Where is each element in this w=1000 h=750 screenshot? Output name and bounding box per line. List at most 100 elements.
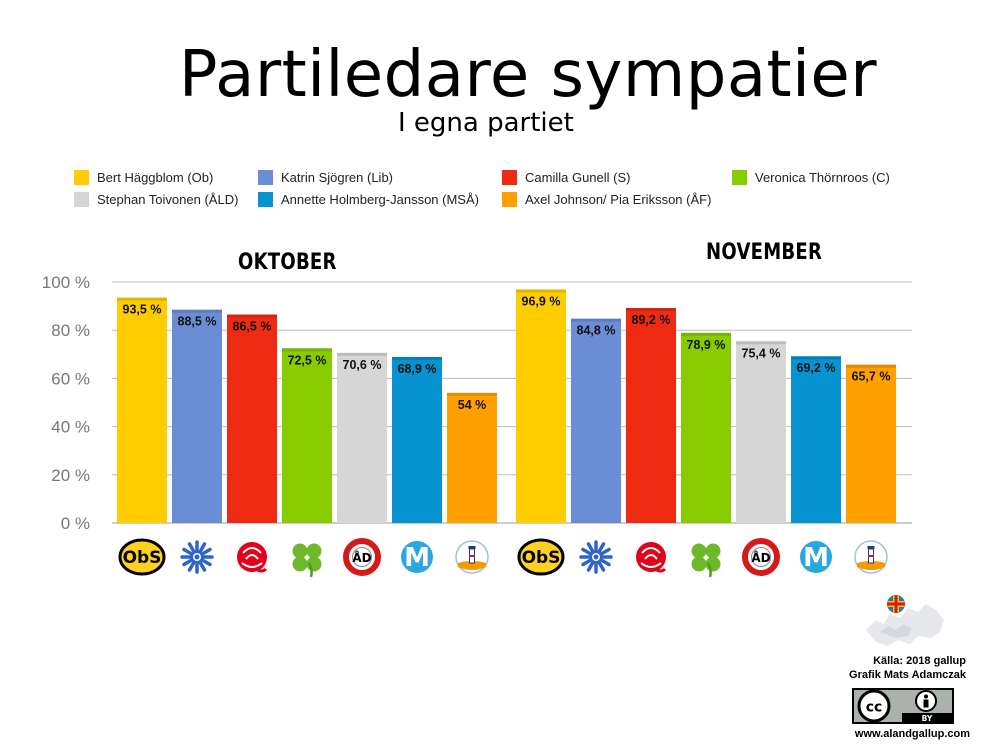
snowflake-logo-icon — [579, 540, 613, 574]
clover-logo-icon — [292, 543, 322, 578]
bar — [681, 332, 731, 523]
lifebuoy-ald-logo-icon: ÅD — [742, 538, 780, 576]
bar — [846, 364, 896, 523]
bar — [282, 348, 332, 523]
bar — [447, 392, 497, 523]
by-text: BY — [922, 714, 933, 723]
legend-label: Katrin Sjögren (Lib) — [281, 170, 393, 185]
legend-swatch — [258, 192, 273, 207]
cc-text: cc — [866, 700, 883, 716]
m-logo-text: M — [803, 543, 829, 573]
obs-logo-icon: ObS — [517, 538, 565, 576]
ald-logo-text: ÅD — [352, 550, 371, 565]
legend-item: Annette Holmberg-Jansson (MSÅ) — [258, 192, 479, 207]
data-label: 84,8 % — [577, 324, 616, 338]
group-label-november: NOVEMBER — [706, 240, 823, 265]
clover-logo-icon — [691, 543, 721, 578]
y-tick-label: 0 % — [61, 514, 90, 533]
bar-top-shade — [791, 356, 841, 360]
data-label: 54 % — [458, 398, 487, 412]
bar-top-shade — [117, 297, 167, 301]
obs-logo-icon: ObS — [118, 538, 166, 576]
bar-top-shade — [571, 318, 621, 322]
bar — [337, 352, 387, 523]
legend-label: Veronica Thörnroos (C) — [755, 170, 890, 185]
legend-swatch — [74, 192, 89, 207]
aland-map-icon — [866, 595, 944, 646]
bar-top-shade — [227, 314, 277, 318]
data-label: 96,9 % — [522, 294, 561, 308]
bar — [117, 297, 167, 523]
rose-logo-icon — [237, 542, 268, 573]
legend-swatch — [74, 170, 89, 185]
data-label: 78,9 % — [687, 338, 726, 352]
ald-logo-text: ÅD — [751, 550, 770, 565]
lighthouse-logo-icon — [854, 540, 888, 574]
legend: Bert Häggblom (Ob) Katrin Sjögren (Lib) … — [74, 170, 954, 210]
m-logo-icon: M — [800, 541, 832, 573]
bar — [736, 341, 786, 523]
lifebuoy-ald-logo-icon: ÅD — [343, 538, 381, 576]
legend-item: Axel Johnson/ Pia Eriksson (ÅF) — [502, 192, 711, 207]
legend-label: Bert Häggblom (Ob) — [97, 170, 214, 185]
m-logo-icon: M — [401, 541, 433, 573]
bar-top-shade — [447, 392, 497, 396]
y-tick-label: 20 % — [51, 466, 90, 485]
legend-item: Katrin Sjögren (Lib) — [258, 170, 393, 185]
data-label: 89,2 % — [632, 313, 671, 327]
lighthouse-logo-icon — [455, 540, 489, 574]
website-url: www.alandgallup.com — [854, 728, 970, 740]
bar — [392, 356, 442, 523]
data-label: 72,5 % — [288, 353, 327, 367]
bar-top-shade — [626, 308, 676, 312]
snowflake-logo-icon — [180, 540, 214, 574]
legend-label: Stephan Toivonen (ÅLD) — [97, 192, 239, 207]
data-label: 68,9 % — [398, 362, 437, 376]
legend-item: Camilla Gunell (S) — [502, 170, 630, 185]
bar-top-shade — [282, 348, 332, 352]
legend-label: Camilla Gunell (S) — [525, 170, 631, 185]
legend-swatch — [502, 192, 517, 207]
bar — [626, 308, 676, 523]
bar — [516, 289, 566, 523]
data-label: 93,5 % — [123, 303, 162, 317]
bar — [227, 314, 277, 523]
chart-title: Partiledare sympatier — [178, 38, 878, 112]
m-logo-text: M — [404, 543, 430, 573]
author-text: Grafik Mats Adamczak — [849, 669, 966, 681]
cc-by-license-icon: cc BY — [852, 688, 954, 724]
bar-top-shade — [516, 289, 566, 293]
bar-top-shade — [337, 352, 387, 356]
data-label: 70,6 % — [343, 358, 382, 372]
legend-label: Annette Holmberg-Jansson (MSÅ) — [281, 192, 479, 207]
legend-swatch — [502, 170, 517, 185]
source-text: Källa: 2018 gallup — [873, 655, 966, 667]
data-label: 65,7 % — [852, 370, 891, 384]
group-label-oktober: OKTOBER — [238, 250, 337, 275]
legend-item: Stephan Toivonen (ÅLD) — [74, 192, 238, 207]
bar-top-shade — [392, 356, 442, 360]
data-label: 86,5 % — [233, 320, 272, 334]
legend-swatch — [732, 170, 747, 185]
legend-item: Veronica Thörnroos (C) — [732, 170, 890, 185]
credits: Källa: 2018 gallup Grafik Mats Adamczak — [849, 654, 966, 682]
rose-logo-icon — [636, 542, 667, 573]
legend-item: Bert Häggblom (Ob) — [74, 170, 213, 185]
y-tick-label: 40 % — [51, 418, 90, 437]
y-tick-label: 100 % — [42, 273, 90, 292]
y-tick-label: 80 % — [51, 321, 90, 340]
obs-logo-text: ObS — [123, 548, 162, 568]
bar — [791, 356, 841, 523]
bar — [172, 309, 222, 523]
data-label: 69,2 % — [797, 361, 836, 375]
legend-label: Axel Johnson/ Pia Eriksson (ÅF) — [525, 192, 712, 207]
bar-top-shade — [681, 332, 731, 336]
legend-swatch — [258, 170, 273, 185]
data-label: 75,4 % — [742, 346, 781, 360]
bar-top-shade — [172, 309, 222, 313]
chart-subtitle: I egna partiet — [398, 108, 574, 138]
obs-logo-text: ObS — [522, 548, 561, 568]
data-label: 88,5 % — [178, 315, 217, 329]
bar-top-shade — [846, 364, 896, 368]
